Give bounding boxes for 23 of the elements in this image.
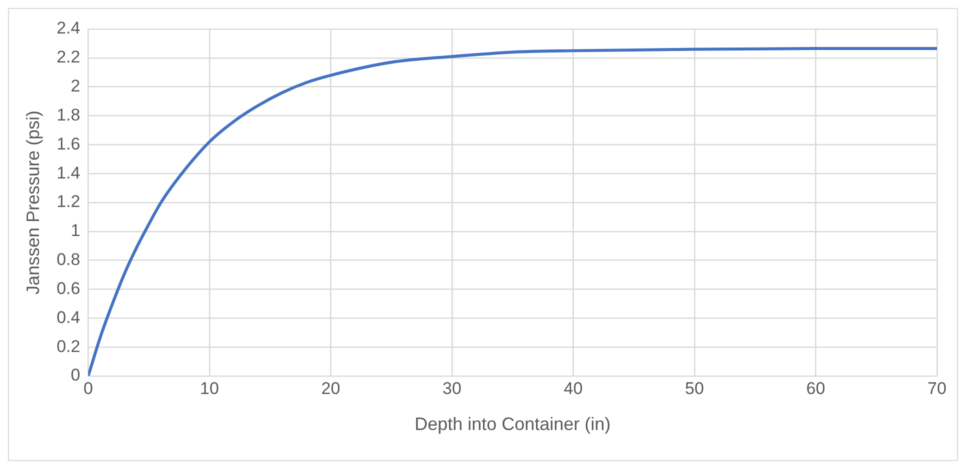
x-tick-label: 30 — [442, 378, 462, 398]
y-axis-title: Janssen Pressure (psi) — [22, 110, 43, 295]
y-tick-label: 2.4 — [56, 18, 80, 38]
y-tick-label: 2.2 — [56, 48, 80, 67]
y-tick-label: 0.4 — [56, 308, 80, 327]
y-tick-label: 1.8 — [56, 105, 80, 124]
y-tick-label: 1.4 — [56, 163, 80, 182]
y-tick-label: 1.2 — [56, 192, 80, 212]
x-tick-label: 40 — [564, 378, 583, 398]
y-tick-label: 1 — [70, 221, 80, 240]
y-tick-label: 2 — [70, 76, 80, 96]
y-tick-label: 0.6 — [56, 278, 80, 298]
x-axis-title: Depth into Container (in) — [414, 414, 611, 434]
y-tick-label: 0.2 — [56, 336, 80, 356]
x-tick-label: 10 — [200, 378, 219, 398]
y-tick-label: 1.6 — [56, 134, 80, 154]
x-tick-label: 70 — [928, 378, 946, 398]
x-tick-label: 20 — [321, 378, 340, 398]
x-tick-label: 50 — [685, 378, 704, 398]
x-tick-label: 60 — [806, 378, 826, 398]
y-tick-label: 0 — [70, 366, 80, 385]
y-tick-label: 0.8 — [56, 250, 80, 270]
x-tick-label: 0 — [84, 378, 93, 398]
